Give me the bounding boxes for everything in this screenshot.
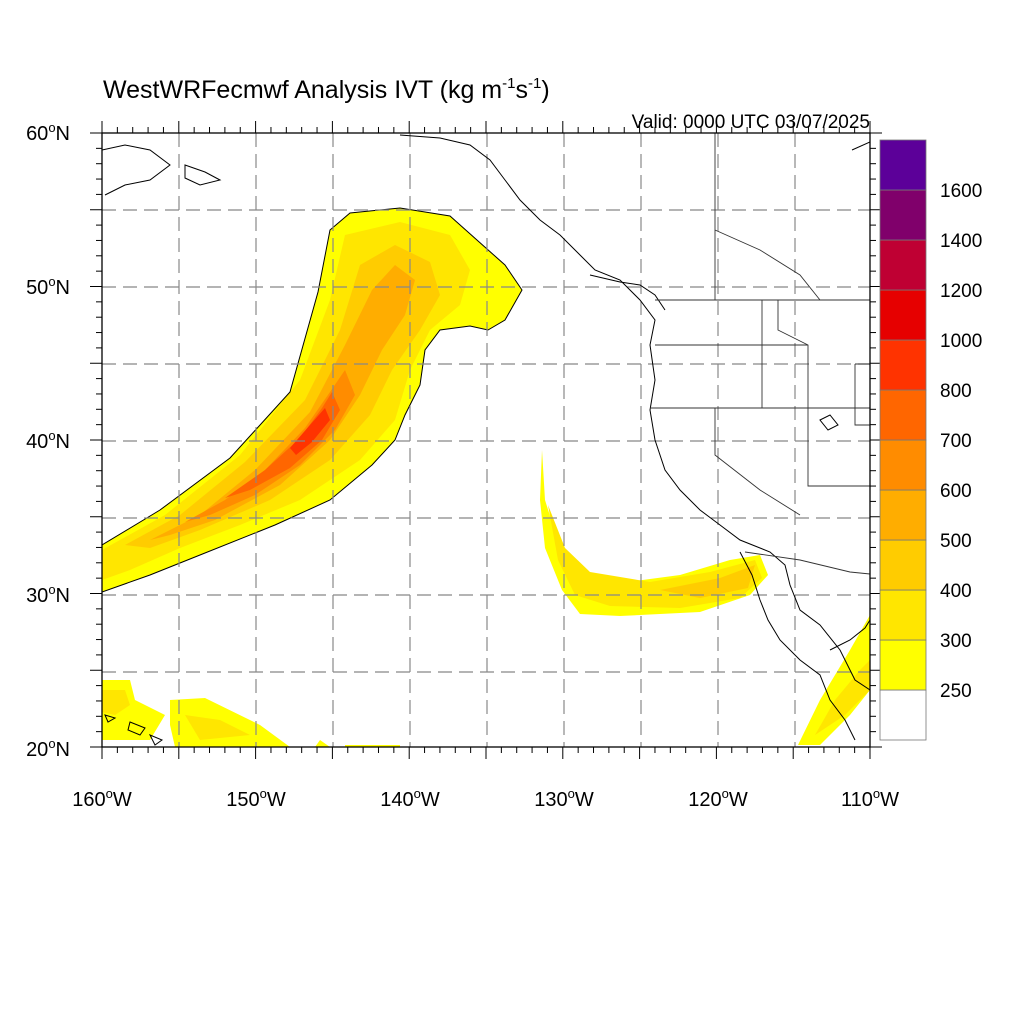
colorbar-swatch xyxy=(879,589,927,641)
colorbar-swatch xyxy=(879,189,927,241)
lat-label-40: 40oN xyxy=(26,428,70,453)
lon-label-130: 130oW xyxy=(534,786,594,811)
lon-labels: 160oW 150oW 140oW 130oW 120oW 110oW xyxy=(72,786,899,811)
lon-label-150: 150oW xyxy=(226,786,286,811)
colorbar-swatch xyxy=(879,139,927,191)
colorbar-swatch xyxy=(879,639,927,691)
ivt-400-arc xyxy=(660,565,755,598)
lon-label-160: 160oW xyxy=(72,786,132,811)
colorbar-label: 700 xyxy=(940,431,972,452)
colorbar-label: 1600 xyxy=(940,181,982,202)
colorbar-swatch xyxy=(879,339,927,391)
colorbar-label: 600 xyxy=(940,481,972,502)
colorbar-label: 400 xyxy=(940,581,972,602)
lon-label-110: 110oW xyxy=(841,786,899,811)
colorbar-swatch xyxy=(879,239,927,291)
colorbar-swatch xyxy=(879,489,927,541)
colorbar-label: 1400 xyxy=(940,231,982,252)
colorbar-label: 1200 xyxy=(940,281,982,302)
colorbar-swatch xyxy=(879,439,927,491)
ivt-600-main xyxy=(185,370,355,522)
colorbar: 250 300 400 500 600 700 800 1000 1200 1400 1600 xyxy=(879,139,982,741)
colorbar-label: 250 xyxy=(940,681,972,702)
lat-label-60: 60oN xyxy=(26,120,70,145)
colorbar-label: 800 xyxy=(940,381,972,402)
map-title: WestWRFecmwf Analysis IVT (kg m-1s-1) xyxy=(103,75,550,104)
colorbar-swatch xyxy=(879,289,927,341)
lon-label-120: 120oW xyxy=(688,786,748,811)
borders xyxy=(650,133,870,575)
lat-label-50: 50oN xyxy=(26,274,70,299)
ivt-800-main xyxy=(290,408,330,455)
ivt-500-main xyxy=(150,265,415,540)
ivt-shading xyxy=(102,133,870,747)
colorbar-swatch xyxy=(879,689,927,741)
ivt-700-main xyxy=(225,392,340,498)
axis-ticks xyxy=(90,121,882,759)
ivt-250-sw xyxy=(102,680,400,747)
ivt-300-sw xyxy=(102,690,250,740)
map-panel xyxy=(102,133,870,747)
graticule xyxy=(102,133,870,747)
colorbar-swatch xyxy=(879,539,927,591)
lat-label-20: 20oN xyxy=(26,736,70,761)
lat-labels: 60oN 50oN 40oN 30oN 20oN xyxy=(26,120,70,761)
lon-label-140: 140oW xyxy=(380,786,440,811)
colorbar-swatch xyxy=(879,389,927,441)
colorbar-label: 300 xyxy=(940,631,972,652)
valid-time: Valid: 0000 UTC 03/07/2025 xyxy=(632,112,870,133)
colorbar-label: 500 xyxy=(940,531,972,552)
colorbar-label: 1000 xyxy=(940,331,982,352)
ivt-250-se xyxy=(798,615,870,745)
ivt-300-se xyxy=(815,660,870,735)
lat-label-30: 30oN xyxy=(26,582,70,607)
